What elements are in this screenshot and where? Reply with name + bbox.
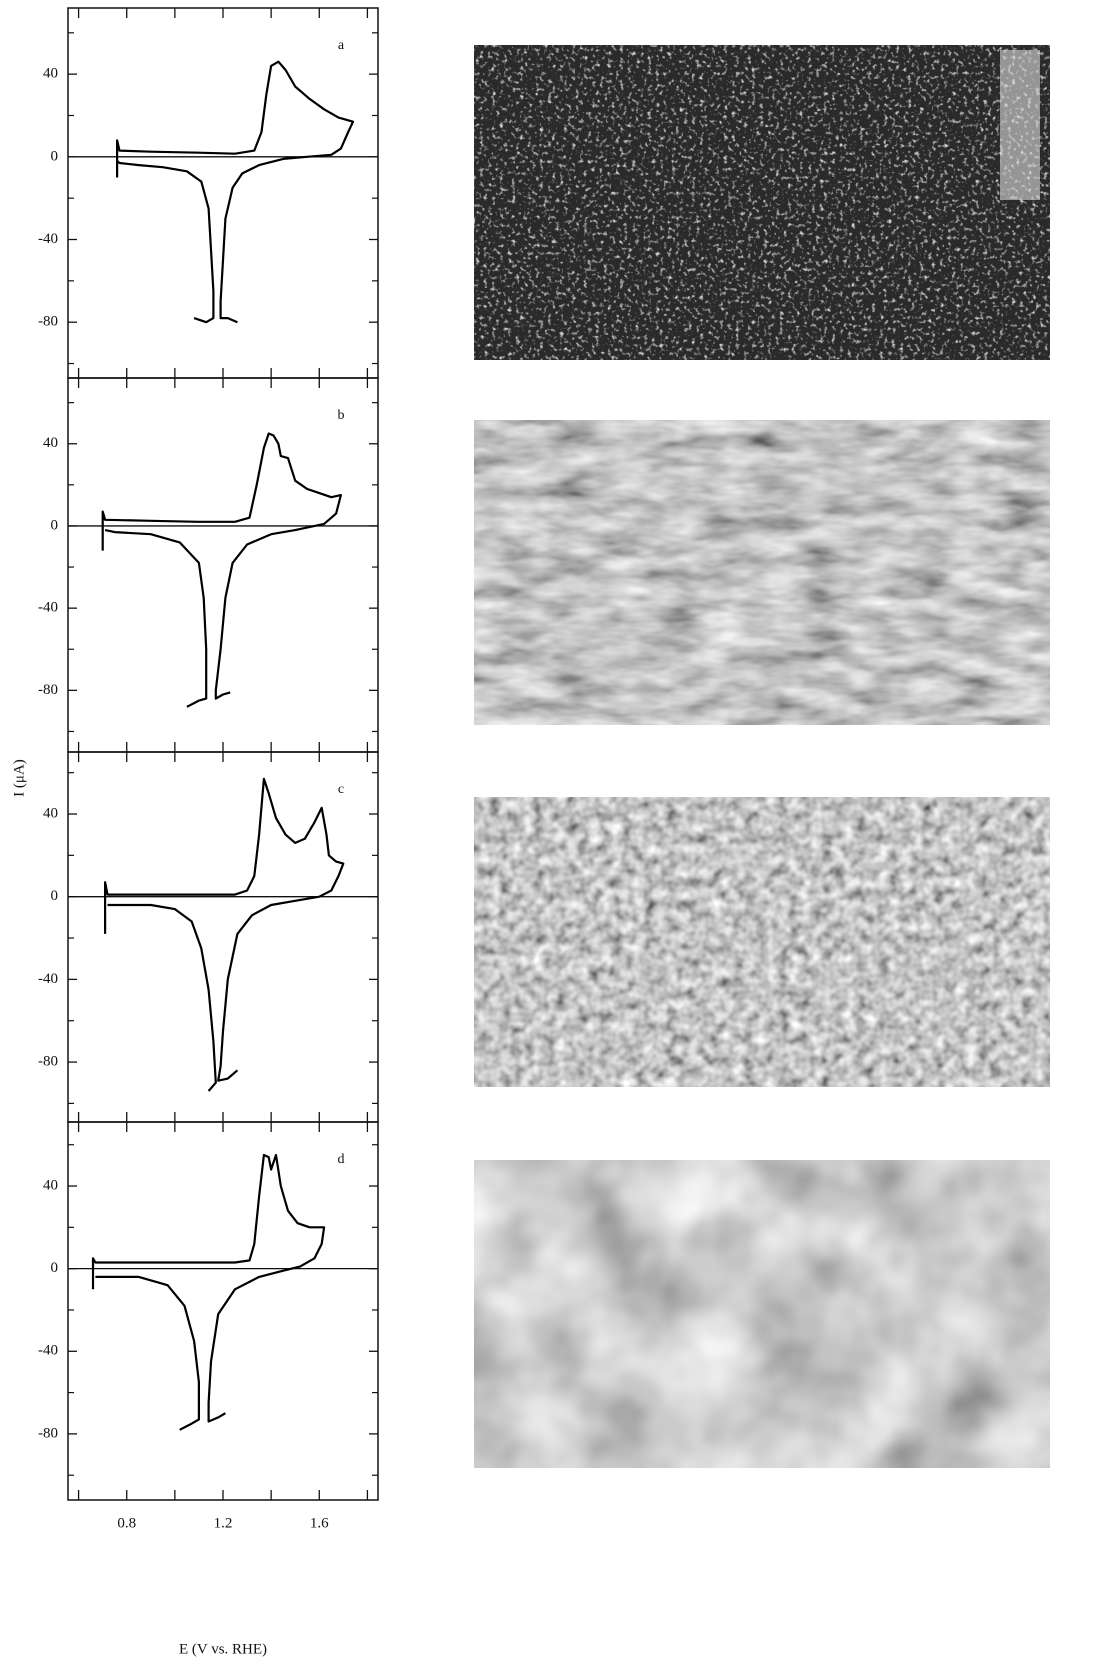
plot-frame bbox=[67, 1121, 379, 1501]
y-tick-label: -40 bbox=[38, 600, 58, 616]
y-tick-label: 0 bbox=[51, 1260, 59, 1276]
cv-curve bbox=[104, 529, 208, 708]
cv-curve bbox=[95, 1275, 200, 1431]
micrograph-a bbox=[474, 45, 1050, 360]
y-tick-label: -80 bbox=[38, 1425, 58, 1441]
micrograph-d bbox=[474, 1160, 1050, 1468]
y-tick-label: 40 bbox=[43, 1177, 58, 1193]
panel-label: a bbox=[338, 38, 345, 53]
y-tick-label: 40 bbox=[43, 435, 58, 451]
cv-curve bbox=[107, 903, 217, 1092]
y-tick-label: 40 bbox=[43, 805, 58, 821]
plot-frame bbox=[67, 377, 379, 753]
x-tick-label: 1.6 bbox=[310, 1515, 329, 1531]
panel-label: c bbox=[338, 782, 344, 797]
cv-curve bbox=[101, 432, 342, 700]
plot-frame bbox=[67, 7, 379, 379]
x-tick-label: 0.8 bbox=[117, 1515, 136, 1531]
cv-curve bbox=[91, 1153, 326, 1423]
y-tick-label: 0 bbox=[51, 888, 59, 904]
y-tick-label: -40 bbox=[38, 971, 58, 987]
y-tick-label: -80 bbox=[38, 314, 58, 330]
y-tick-label: -40 bbox=[38, 1343, 58, 1359]
micrograph-c bbox=[474, 797, 1050, 1087]
y-axis-label: I (μA) bbox=[11, 759, 27, 797]
x-axis-label: E (V vs. RHE) bbox=[179, 1641, 267, 1657]
y-tick-label: -80 bbox=[38, 682, 58, 698]
x-tick-label: 1.2 bbox=[214, 1515, 233, 1531]
cv-curve bbox=[103, 777, 345, 1082]
panel-label: b bbox=[338, 408, 345, 423]
y-tick-label: 0 bbox=[51, 148, 59, 164]
cv-curve bbox=[115, 60, 355, 324]
y-tick-label: -80 bbox=[38, 1053, 58, 1069]
y-tick-label: 40 bbox=[43, 66, 58, 82]
micrograph-b bbox=[474, 420, 1050, 725]
y-tick-label: 0 bbox=[51, 517, 59, 533]
y-tick-label: -40 bbox=[38, 231, 58, 247]
panel-label: d bbox=[338, 1152, 345, 1167]
cv-curve bbox=[116, 160, 215, 324]
plot-frame bbox=[67, 751, 379, 1123]
